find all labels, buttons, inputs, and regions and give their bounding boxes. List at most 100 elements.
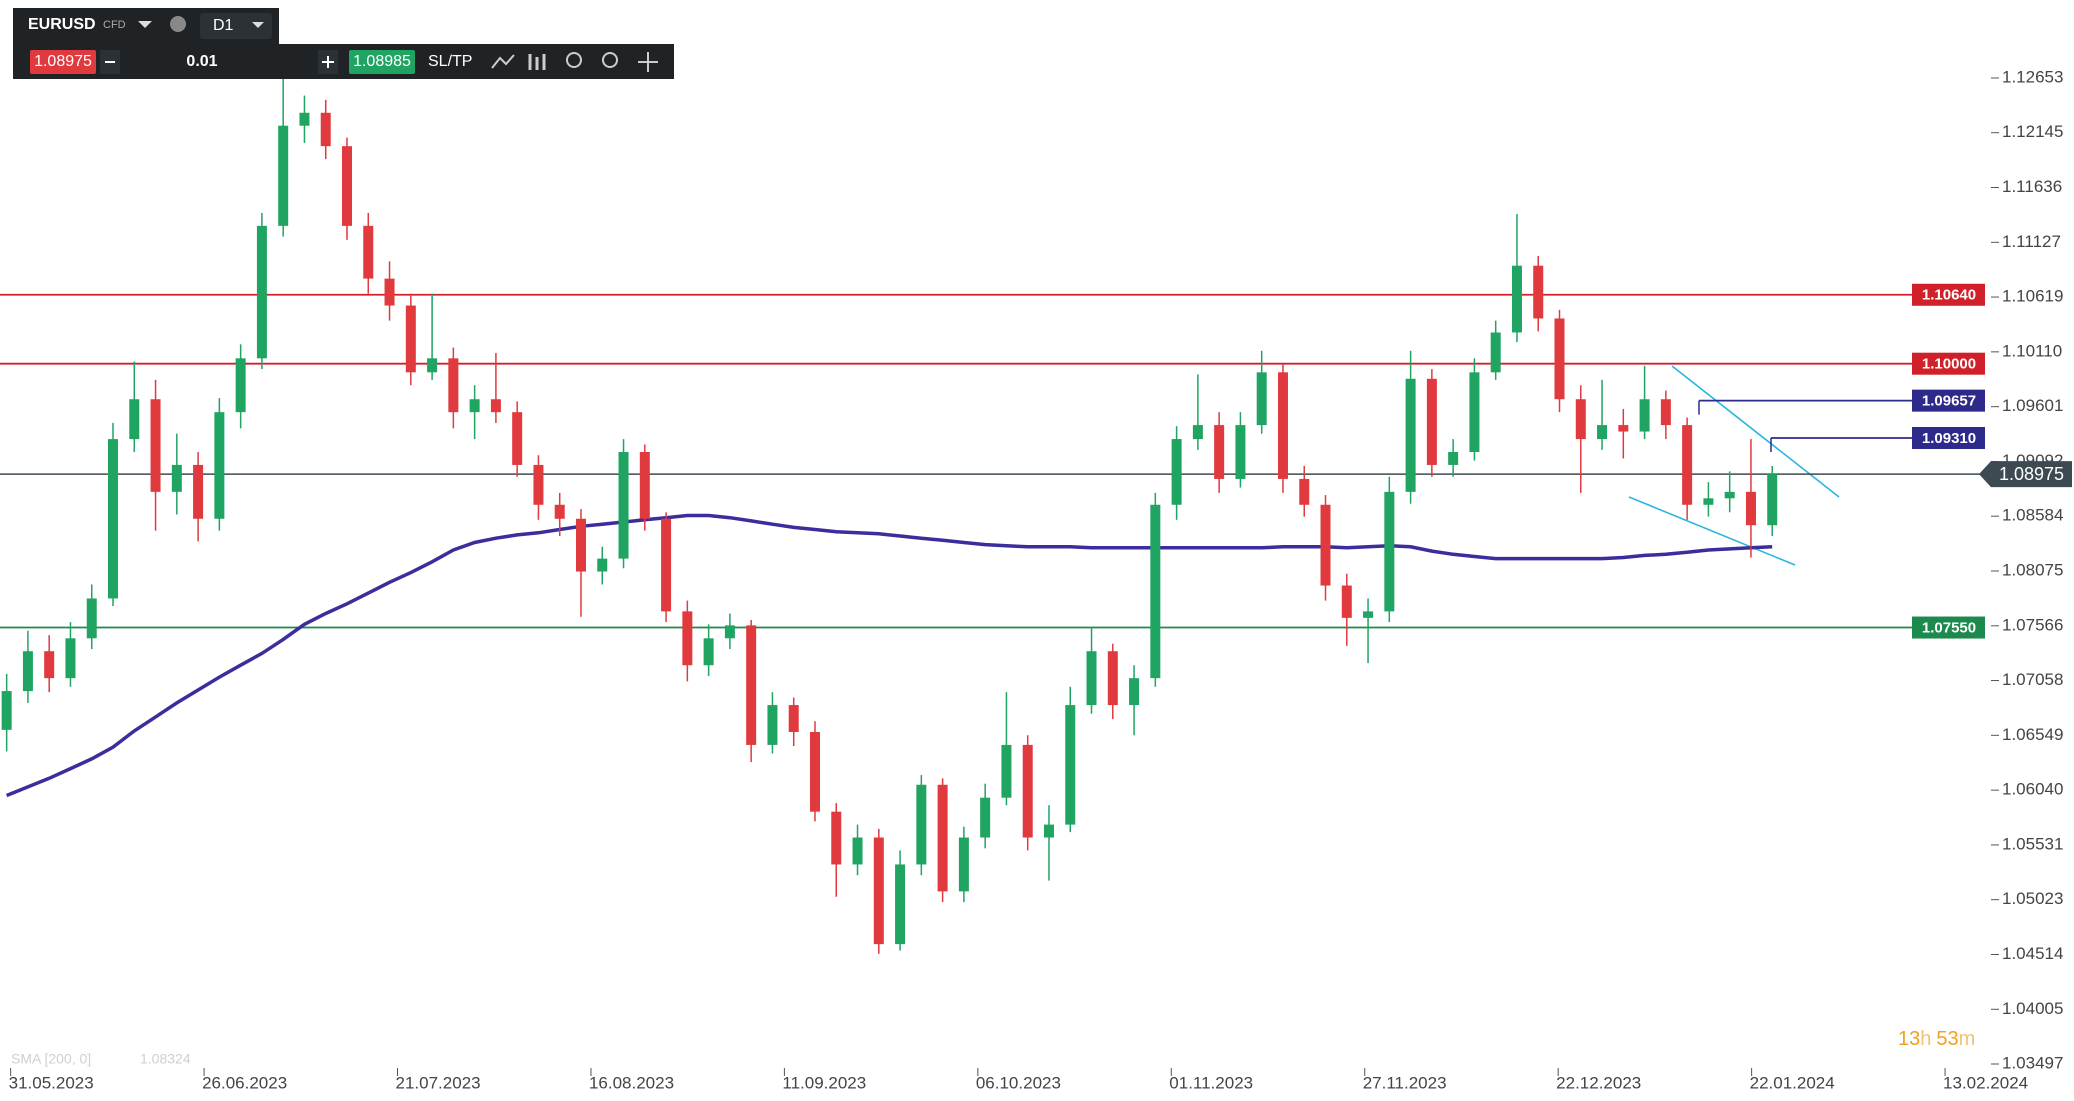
candle-body (448, 358, 459, 413)
candle-body (1575, 399, 1586, 440)
plus-icon (322, 56, 334, 68)
candle-body (1384, 491, 1395, 612)
candle-body (1320, 504, 1331, 586)
candle-body (320, 112, 331, 147)
buy-button[interactable] (349, 50, 415, 74)
price-level-box (1912, 352, 1985, 375)
sltp-button[interactable]: SL/TP (428, 53, 472, 70)
x-tick-label: 01.11.2023 (1169, 1073, 1253, 1092)
candle-body (384, 278, 395, 306)
y-tick-label: 1.08584 (2002, 506, 2063, 525)
last-price-label: 1.08975 (1999, 464, 2064, 484)
candle-body (65, 638, 76, 679)
ask-price[interactable]: 1.08985 (353, 53, 411, 70)
line-chart-icon[interactable] (491, 54, 515, 69)
candle-body (1256, 372, 1267, 426)
candle-body (512, 412, 523, 465)
candle-body (958, 837, 969, 892)
candle-body (86, 598, 97, 639)
candle-body (150, 399, 161, 492)
candle-body (490, 399, 501, 413)
candle-body (299, 112, 310, 126)
candle-body (554, 504, 565, 519)
candle-body (1043, 824, 1054, 838)
candle-body (1511, 265, 1522, 333)
candle-body (1426, 378, 1437, 465)
candle-body (1065, 705, 1076, 825)
bid-price[interactable]: 1.08975 (34, 53, 92, 70)
candle-body (788, 705, 799, 732)
candle-body (1490, 332, 1501, 373)
zoom-in-icon[interactable] (602, 52, 618, 68)
y-tick-label: 1.07566 (2002, 615, 2063, 634)
sma-legend-value: 1.08324 (140, 1051, 191, 1067)
candle-body (108, 439, 119, 599)
x-tick-label: 22.12.2023 (1556, 1073, 1641, 1092)
dropdown-arrow[interactable] (138, 21, 152, 28)
candle-body (916, 784, 927, 865)
candle-body (44, 651, 55, 679)
candle-body (767, 705, 778, 745)
countdown-minutes-unit: m (1959, 1028, 1976, 1050)
y-tick-label: 1.05023 (2002, 889, 2063, 908)
price-level-label: 1.10640 (1922, 287, 1976, 304)
price-level-label: 1.07550 (1922, 620, 1976, 637)
trend-line (1671, 365, 1840, 498)
candle-body (1597, 425, 1608, 440)
candle-body (1448, 452, 1459, 465)
candle-body (639, 452, 650, 519)
y-tick-label: 1.10110 (2002, 341, 2062, 360)
countdown-minutes: 53 (1936, 1028, 1958, 1050)
price-level-box (1912, 616, 1985, 639)
candle-body (1724, 491, 1735, 499)
candle-body (405, 305, 416, 373)
candle-body (1660, 399, 1671, 426)
zoom-out-icon[interactable] (566, 52, 582, 68)
candle-body (682, 611, 693, 666)
y-tick-label: 1.11636 (2002, 177, 2062, 196)
candle-body (746, 625, 757, 745)
countdown: 13h 53m (1898, 1028, 1975, 1050)
toolbar: EURUSD CFD D1 1.08975 0.01 1.08985 SL/TP (13, 8, 674, 79)
candle-body (1299, 478, 1310, 505)
candle-body (1235, 425, 1246, 479)
candle-body (1192, 425, 1203, 440)
x-tick-label: 11.09.2023 (782, 1073, 866, 1092)
candle-body (171, 464, 182, 492)
candle-body (809, 731, 820, 812)
candle-body (341, 146, 352, 226)
candle-body (1618, 425, 1629, 432)
y-tick-label: 1.12145 (2002, 122, 2063, 141)
y-tick-label: 1.04005 (2002, 999, 2063, 1018)
candle-body (1533, 265, 1544, 319)
volume[interactable]: 0.01 (186, 53, 217, 70)
dropdown-arrow[interactable] (252, 22, 264, 28)
price-level-box (1912, 427, 1985, 450)
candle-body (1639, 399, 1650, 432)
candle-body (724, 625, 735, 639)
candle-body (193, 464, 204, 519)
candles-icon[interactable] (528, 54, 546, 70)
info-icon[interactable] (170, 16, 186, 32)
timeframe[interactable]: D1 (213, 17, 234, 34)
y-tick-label: 1.10619 (2002, 287, 2063, 306)
sell-button[interactable] (30, 50, 96, 74)
y-tick-label: 1.12653 (2002, 67, 2063, 86)
x-tick-label: 21.07.2023 (396, 1073, 481, 1092)
y-tick-label: 1.04514 (2002, 944, 2063, 963)
candle-body (703, 638, 714, 666)
candle-body (1, 691, 12, 730)
y-tick-label: 1.11127 (2002, 232, 2061, 251)
candle-body (852, 837, 863, 865)
timeframe-box[interactable] (200, 13, 272, 39)
candle-body (1682, 425, 1693, 505)
candle-body (831, 811, 842, 865)
price-level-label: 1.09657 (1922, 393, 1976, 410)
candle-body (256, 225, 267, 359)
move-icon[interactable] (638, 52, 658, 72)
candle-body (214, 412, 225, 519)
candle-body (937, 784, 948, 892)
instrument-type: CFD (103, 19, 126, 31)
symbol[interactable]: EURUSD (28, 16, 96, 33)
